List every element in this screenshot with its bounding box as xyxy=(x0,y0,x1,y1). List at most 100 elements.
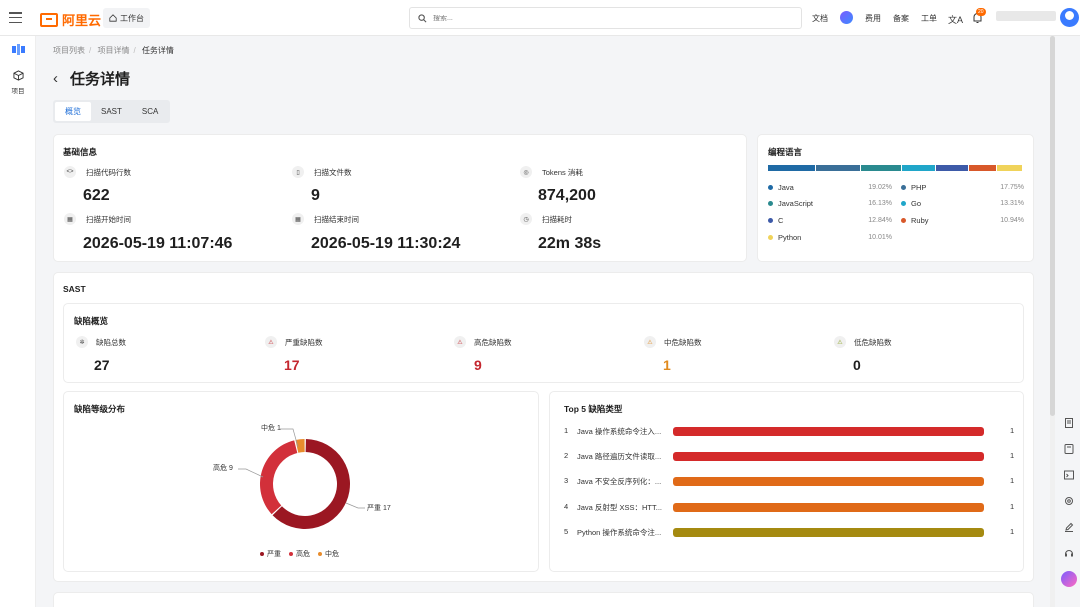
severity-donut-chart xyxy=(260,439,350,529)
lang-item-javascript: JavaScript xyxy=(768,199,813,208)
code-icon: <> xyxy=(64,166,76,178)
calendar-icon: ▦ xyxy=(292,213,304,225)
stat-files-text: 扫描文件数 xyxy=(314,167,352,177)
legend-dot xyxy=(768,235,773,240)
legend-label: 中危 xyxy=(325,551,339,558)
stat-tokens-value: 874,200 xyxy=(538,187,596,204)
breadcrumb-project-list[interactable]: 项目列表 xyxy=(53,46,85,55)
bug-high-label: ⚠ 高危缺陷数 xyxy=(454,336,512,348)
top5-row[interactable]: 2 Java 路径遍历文件读取... 1 xyxy=(564,451,1024,463)
language-share-bar xyxy=(768,165,1022,171)
lang-item-php: PHP xyxy=(901,183,926,192)
languages-card xyxy=(757,134,1034,262)
menu-icon[interactable] xyxy=(9,12,22,23)
languages-title: 编程语言 xyxy=(768,147,803,157)
lang-name: JavaScript xyxy=(778,199,814,208)
top5-row[interactable]: 1 Java 操作系统命令注入... 1 xyxy=(564,426,1024,438)
tab-bar: 概览 SAST SCA xyxy=(53,100,171,123)
stat-lines-text: 扫描代码行数 xyxy=(86,167,131,177)
search-input[interactable] xyxy=(433,14,733,22)
stat-files-label: ▯ 扫描文件数 xyxy=(292,166,352,178)
ai-icon[interactable] xyxy=(1058,566,1080,592)
lang-item-ruby: Ruby xyxy=(901,216,929,225)
tab-sast[interactable]: SAST xyxy=(101,107,122,116)
nav-billing[interactable]: 费用 xyxy=(865,14,881,23)
scrollbar-thumb[interactable] xyxy=(1050,36,1055,416)
lang-pct-ruby: 10.94% xyxy=(1000,217,1024,224)
nav-docs[interactable]: 文档 xyxy=(812,14,828,23)
pie-label-high: 高危 9 xyxy=(213,465,233,472)
search-box[interactable] xyxy=(409,7,802,29)
ai-assistant-icon[interactable] xyxy=(840,11,853,24)
user-avatar[interactable] xyxy=(1060,8,1079,27)
top5-row[interactable]: 5 Python 操作系统命令注... 1 xyxy=(564,527,1024,539)
rail-item-project[interactable]: 项目 xyxy=(0,70,36,95)
lang-name: Java xyxy=(778,183,794,192)
logo[interactable]: 阿里云 xyxy=(40,10,101,29)
lang-pct-java: 19.02% xyxy=(868,184,892,191)
legend-dot xyxy=(901,218,906,223)
legend-label: 严重 xyxy=(267,551,281,558)
right-toolbar xyxy=(1058,410,1080,592)
gear-icon[interactable] xyxy=(1058,488,1080,514)
pie-label-critical: 严重 17 xyxy=(367,505,391,512)
legend-dot xyxy=(260,552,264,557)
top5-name: Java 反射型 XSS：HTT... xyxy=(577,503,663,512)
token-icon: ◎ xyxy=(520,166,532,178)
leader-line-critical xyxy=(345,502,365,509)
legend-dot xyxy=(768,185,773,190)
stat-files-value: 9 xyxy=(311,187,320,204)
top5-title: Top 5 缺陷类型 xyxy=(564,404,623,414)
workbench-button[interactable]: 工作台 xyxy=(103,8,150,28)
warning-icon: ⚠ xyxy=(834,336,846,348)
edit-icon[interactable] xyxy=(1058,514,1080,540)
distribution-card xyxy=(63,391,539,572)
top5-rank: 4 xyxy=(564,502,569,511)
lang-segment-javascript xyxy=(861,165,901,171)
top5-name: Java 不安全反序列化：... xyxy=(577,477,662,486)
lang-name: Ruby xyxy=(911,216,929,225)
basic-info-title: 基础信息 xyxy=(63,147,98,157)
search-icon xyxy=(418,13,427,22)
lang-segment-php xyxy=(816,165,860,171)
nav-ticket[interactable]: 工单 xyxy=(921,14,937,23)
stat-tokens-text: Tokens 消耗 xyxy=(542,167,583,177)
pie-label-medium: 中危 1 xyxy=(261,425,281,432)
rail-logo-icon[interactable] xyxy=(0,44,36,57)
donut-slice-high[interactable] xyxy=(260,440,298,515)
lang-name: Python xyxy=(778,233,802,242)
doc-icon[interactable] xyxy=(1058,410,1080,436)
headset-icon[interactable] xyxy=(1058,540,1080,566)
nav-icp[interactable]: 备案 xyxy=(893,14,909,23)
bug-medium-text: 中危缺陷数 xyxy=(664,337,702,347)
lang-item-java: Java xyxy=(768,183,794,192)
stat-start-label: ▦ 扫描开始时间 xyxy=(64,213,131,225)
donut-slice-medium[interactable] xyxy=(295,439,305,453)
page-title: 任务详情 xyxy=(70,71,131,88)
calculator-icon[interactable] xyxy=(1058,436,1080,462)
lang-pct-go: 13.31% xyxy=(1000,200,1024,207)
distribution-title: 缺陷等级分布 xyxy=(74,404,126,414)
terminal-icon[interactable] xyxy=(1058,462,1080,488)
tab-overview[interactable]: 概览 xyxy=(55,102,91,121)
bug-low-value: 0 xyxy=(853,357,861,373)
translate-icon[interactable]: 文A xyxy=(948,15,964,25)
top5-row[interactable]: 3 Java 不安全反序列化：... 1 xyxy=(564,476,1024,488)
clock-icon: ◷ xyxy=(520,213,532,225)
legend-medium: 中危 xyxy=(318,549,339,559)
stat-duration-label: ◷ 扫描耗时 xyxy=(520,213,572,225)
legend-dot xyxy=(318,552,322,557)
stat-duration-text: 扫描耗时 xyxy=(542,214,572,224)
back-arrow-icon[interactable]: ‹ xyxy=(53,70,58,87)
left-rail: 项目 xyxy=(0,36,36,607)
username-blurred[interactable] xyxy=(996,11,1056,21)
breadcrumb-project-detail[interactable]: 项目详情 xyxy=(97,46,130,55)
rail-item-label: 项目 xyxy=(11,88,25,95)
top5-row[interactable]: 4 Java 反射型 XSS：HTT... 1 xyxy=(564,502,1024,514)
top5-count: 1 xyxy=(1010,502,1015,511)
top5-rank: 1 xyxy=(564,426,569,435)
bug-low-text: 低危缺陷数 xyxy=(854,337,892,347)
tab-sca[interactable]: SCA xyxy=(141,107,159,116)
stat-tokens-label: ◎ Tokens 消耗 xyxy=(520,166,583,178)
donut-slice-critical[interactable] xyxy=(272,439,350,529)
